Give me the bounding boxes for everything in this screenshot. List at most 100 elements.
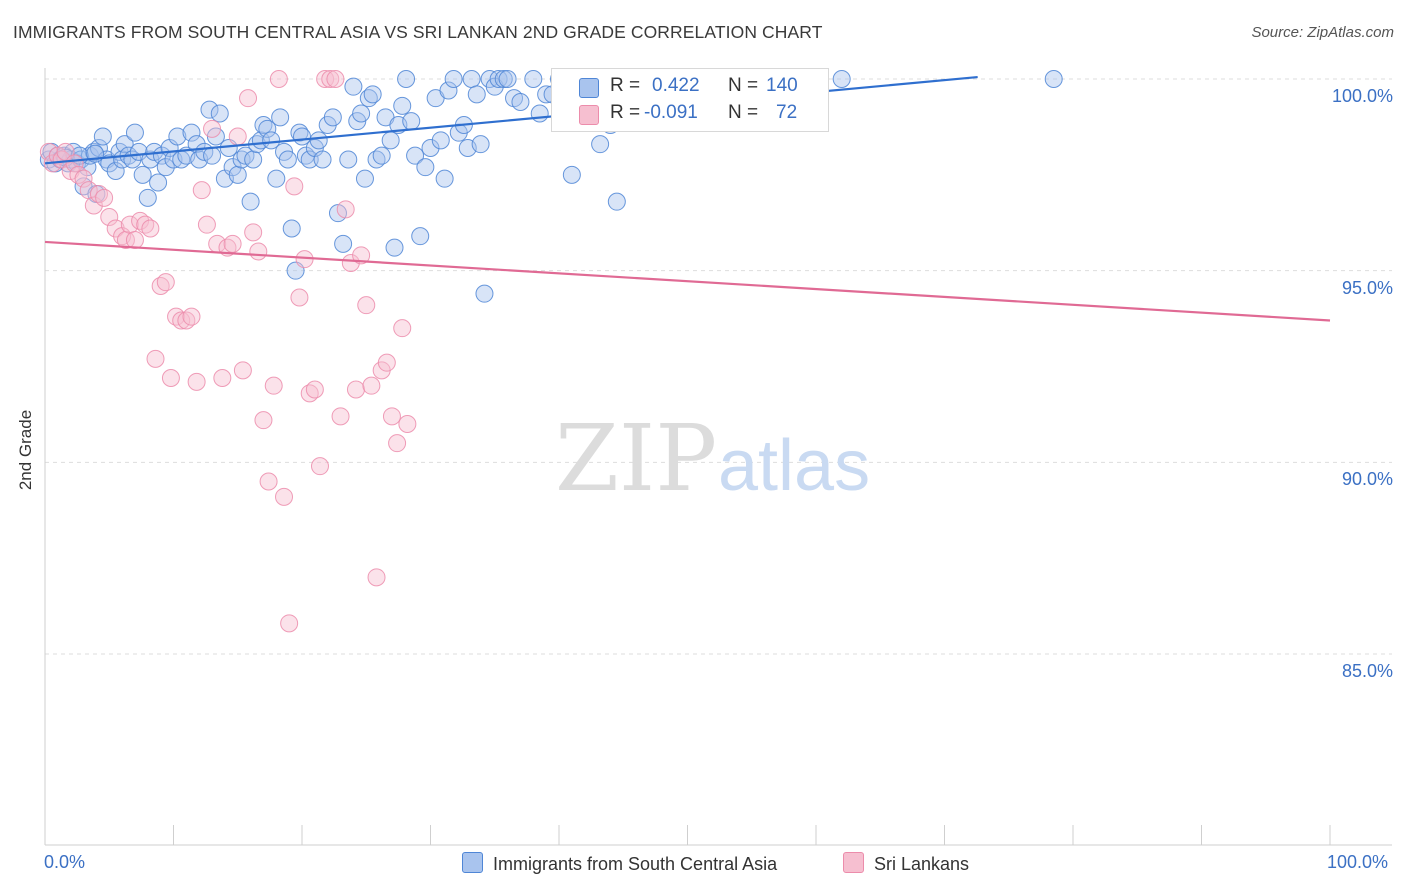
point-sri-lankans bbox=[146, 349, 165, 368]
y-tick-label: 85.0% bbox=[1341, 661, 1393, 681]
point-sri-lankans bbox=[84, 196, 103, 215]
point-south-central-asia bbox=[431, 131, 450, 150]
point-south-central-asia bbox=[115, 135, 134, 154]
point-south-central-asia bbox=[421, 139, 440, 157]
axes bbox=[44, 68, 1392, 846]
x-tick-label-max: 100.0% bbox=[1327, 852, 1389, 872]
point-south-central-asia bbox=[309, 131, 328, 150]
point-sri-lankans bbox=[382, 407, 401, 426]
point-south-central-asia bbox=[530, 104, 549, 123]
legend-n-label: N = bbox=[728, 102, 759, 123]
point-sri-lankans bbox=[269, 70, 288, 88]
legend-swatch-blue bbox=[579, 78, 599, 98]
legend-r-label: R = bbox=[610, 75, 641, 96]
watermark-zip: ZIP bbox=[555, 405, 717, 512]
point-sri-lankans bbox=[310, 457, 329, 476]
chart-title: IMMIGRANTS FROM SOUTH CENTRAL ASIA VS SR… bbox=[13, 22, 823, 42]
bottom-legend-blue: Immigrants from South Central Asia bbox=[462, 852, 777, 875]
point-south-central-asia bbox=[439, 81, 458, 100]
point-sri-lankans bbox=[377, 353, 396, 372]
point-sri-lankans bbox=[357, 296, 376, 315]
legend-swatch-pink bbox=[579, 105, 599, 125]
point-sri-lankans bbox=[156, 273, 175, 292]
point-south-central-asia bbox=[125, 123, 144, 142]
point-sri-lankans bbox=[239, 89, 258, 108]
point-south-central-asia bbox=[334, 234, 353, 253]
point-south-central-asia bbox=[133, 165, 152, 184]
point-south-central-asia bbox=[228, 165, 247, 184]
trend-line-pink bbox=[44, 240, 1331, 322]
point-sri-lankans bbox=[223, 234, 242, 253]
point-south-central-asia bbox=[511, 93, 530, 111]
watermark: ZIP atlas bbox=[555, 405, 870, 512]
y-axis-label: 2nd Grade bbox=[16, 409, 35, 491]
point-sri-lankans bbox=[305, 380, 324, 399]
point-south-central-asia bbox=[182, 123, 201, 142]
bottom-legend-label-blue: Immigrants from South Central Asia bbox=[493, 854, 778, 874]
point-sri-lankans bbox=[336, 200, 355, 219]
point-south-central-asia bbox=[93, 127, 112, 146]
point-sri-lankans bbox=[285, 177, 304, 196]
point-south-central-asia bbox=[156, 158, 175, 177]
legend-row-blue: R = 0.422 N = 140 bbox=[552, 73, 828, 101]
point-sri-lankans bbox=[95, 188, 114, 207]
point-south-central-asia bbox=[385, 238, 404, 257]
point-south-central-asia bbox=[200, 100, 219, 119]
stats-legend: R = 0.422 N = 140 R = -0.091 N = 72 bbox=[551, 68, 829, 132]
point-south-central-asia bbox=[363, 85, 382, 104]
point-south-central-asia bbox=[462, 70, 481, 88]
legend-r-label: R = bbox=[610, 102, 641, 123]
point-south-central-asia bbox=[397, 70, 416, 88]
series-pink-points bbox=[39, 70, 417, 633]
point-south-central-asia bbox=[1044, 70, 1063, 88]
point-south-central-asia bbox=[435, 169, 454, 188]
point-south-central-asia bbox=[402, 112, 421, 131]
point-south-central-asia bbox=[355, 169, 374, 188]
point-sri-lankans bbox=[290, 288, 309, 307]
point-south-central-asia bbox=[352, 104, 371, 123]
point-sri-lankans bbox=[106, 219, 125, 238]
point-sri-lankans bbox=[74, 169, 93, 188]
point-sri-lankans bbox=[362, 376, 381, 395]
point-sri-lankans bbox=[341, 254, 360, 272]
point-south-central-asia bbox=[607, 192, 626, 211]
point-south-central-asia bbox=[258, 119, 277, 138]
point-sri-lankans bbox=[125, 231, 144, 249]
point-south-central-asia bbox=[832, 70, 851, 88]
point-sri-lankans bbox=[321, 70, 340, 88]
point-sri-lankans bbox=[346, 380, 365, 399]
point-sri-lankans bbox=[264, 376, 283, 395]
point-sri-lankans bbox=[187, 372, 206, 391]
point-sri-lankans bbox=[367, 568, 386, 587]
point-sri-lankans bbox=[398, 415, 417, 433]
point-sri-lankans bbox=[316, 70, 335, 88]
legend-r-value-pink: -0.091 bbox=[644, 102, 698, 123]
point-sri-lankans bbox=[244, 223, 263, 242]
point-south-central-asia bbox=[475, 284, 494, 303]
legend-n-value-blue: 140 bbox=[766, 75, 798, 96]
legend-n-value-pink: 72 bbox=[776, 102, 798, 123]
point-south-central-asia bbox=[467, 85, 486, 104]
legend-row-pink: R = -0.091 N = 72 bbox=[552, 100, 828, 128]
point-south-central-asia bbox=[262, 131, 281, 150]
point-sri-lankans bbox=[141, 219, 160, 238]
point-south-central-asia bbox=[168, 127, 187, 146]
bottom-legend-swatch-pink bbox=[843, 852, 864, 873]
point-south-central-asia bbox=[444, 70, 463, 88]
point-sri-lankans bbox=[249, 242, 268, 261]
point-sri-lankans bbox=[182, 307, 201, 326]
y-tick-label: 90.0% bbox=[1341, 469, 1393, 490]
point-sri-lankans bbox=[326, 70, 345, 88]
point-sri-lankans bbox=[352, 246, 371, 265]
point-south-central-asia bbox=[562, 165, 581, 184]
point-south-central-asia bbox=[411, 227, 430, 246]
point-south-central-asia bbox=[278, 150, 297, 169]
point-sri-lankans bbox=[275, 487, 294, 506]
point-sri-lankans bbox=[228, 127, 247, 146]
point-south-central-asia bbox=[282, 219, 301, 238]
point-south-central-asia bbox=[344, 77, 363, 96]
point-sri-lankans bbox=[65, 154, 84, 173]
point-sri-lankans bbox=[259, 472, 278, 491]
y-tick-label: 100.0% bbox=[1331, 86, 1393, 106]
point-sri-lankans bbox=[393, 319, 412, 338]
